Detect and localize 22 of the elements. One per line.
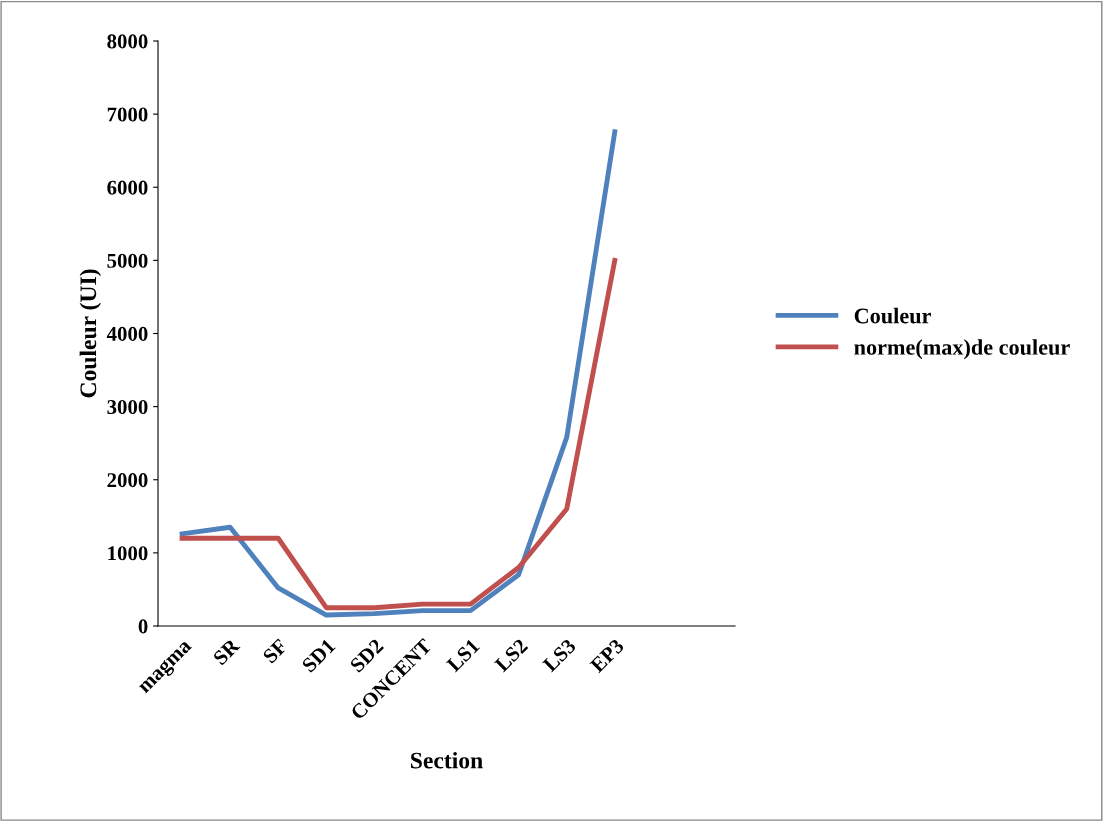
- x-tick-label: SR: [212, 637, 241, 666]
- x-tick-label: LS3: [542, 638, 577, 673]
- x-axis-title: Section: [411, 751, 483, 769]
- y-tick-label: 8000: [107, 34, 148, 49]
- y-tick-label: 4000: [106, 326, 148, 341]
- line-series: [179, 129, 618, 618]
- y-tick-label: 6000: [107, 180, 148, 195]
- y-tick-label: 1000: [108, 546, 148, 561]
- y-tick-label: 7000: [107, 107, 148, 122]
- y-tick-label: 3000: [107, 400, 148, 415]
- x-tick-label: SF: [262, 638, 288, 664]
- x-tick-label: SD1: [301, 638, 336, 673]
- y-axis-title: Couleur (UI): [79, 269, 102, 398]
- y-tick-label: 0: [138, 619, 148, 634]
- legend-label: Couleur: [854, 307, 931, 324]
- y-tick-label: 5000: [107, 253, 148, 268]
- x-tick-label: LS2: [493, 638, 529, 673]
- line-series: [179, 257, 618, 611]
- x-tick-label: LS1: [445, 638, 481, 673]
- legend-label: norme(max)de couleur: [854, 339, 1070, 360]
- y-tick-label: 2000: [107, 473, 148, 488]
- x-tick-label: EP3: [589, 638, 625, 674]
